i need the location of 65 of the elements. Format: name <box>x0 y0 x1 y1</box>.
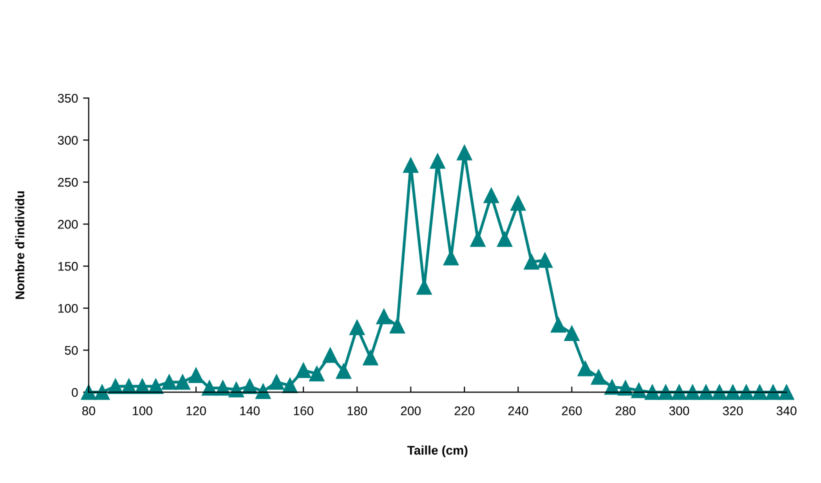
y-tick-label: 0 <box>72 388 78 397</box>
x-tick-label: 220 <box>454 406 474 416</box>
y-tick-label: 100 <box>58 304 78 313</box>
x-tick-label: 240 <box>508 406 528 416</box>
point <box>765 384 781 400</box>
x-tick-label: 180 <box>348 406 368 416</box>
point <box>644 384 660 400</box>
point <box>752 384 768 400</box>
point <box>81 384 96 400</box>
x-tick-label: 200 <box>400 406 421 416</box>
point <box>578 361 593 376</box>
x-tick-label: 280 <box>616 406 636 416</box>
x-tick-label: 140 <box>240 406 260 416</box>
point <box>712 384 728 400</box>
point <box>403 158 418 173</box>
point <box>376 308 392 324</box>
point <box>268 374 284 390</box>
point <box>672 384 687 400</box>
point <box>322 348 338 363</box>
point <box>228 382 244 398</box>
point <box>590 369 606 385</box>
x-tick-label: 80 <box>82 406 96 416</box>
x-tick-label: 260 <box>562 406 582 416</box>
point <box>162 374 177 390</box>
point <box>188 368 204 384</box>
x-tick-label: 120 <box>186 406 206 416</box>
point <box>524 254 540 270</box>
y-tick-label: 250 <box>58 178 78 187</box>
y-tick-label: 300 <box>58 136 78 145</box>
point <box>510 195 526 211</box>
point <box>738 384 754 400</box>
point <box>564 326 580 342</box>
point <box>309 366 324 382</box>
point <box>174 374 190 390</box>
y-tick-label: 350 <box>58 94 78 103</box>
point <box>255 384 271 399</box>
x-tick-label: 100 <box>132 406 152 416</box>
y-tick-label: 200 <box>58 220 78 229</box>
point <box>537 252 553 268</box>
point <box>778 384 794 400</box>
point <box>684 384 700 400</box>
point <box>658 384 674 400</box>
point <box>497 232 512 247</box>
point <box>550 317 566 333</box>
point <box>470 232 486 247</box>
point <box>94 384 110 400</box>
point <box>390 318 405 334</box>
point <box>362 350 378 366</box>
point <box>430 153 446 169</box>
point <box>242 378 258 394</box>
x-tick-label: 320 <box>722 406 743 416</box>
point <box>349 320 365 336</box>
point <box>296 362 312 378</box>
point <box>336 364 352 379</box>
point <box>725 384 740 400</box>
point <box>698 384 714 400</box>
point <box>484 188 499 204</box>
x-axis-title: Taille (cm) <box>407 446 468 458</box>
x-tick-label: 160 <box>294 406 314 416</box>
y-tick-label: 150 <box>58 262 78 271</box>
y-tick-label: 50 <box>64 346 78 355</box>
point <box>456 145 472 160</box>
x-tick-label: 340 <box>776 406 796 416</box>
x-tick-label: 300 <box>669 406 690 416</box>
y-axis-title: Nombre d'individu <box>15 191 24 299</box>
